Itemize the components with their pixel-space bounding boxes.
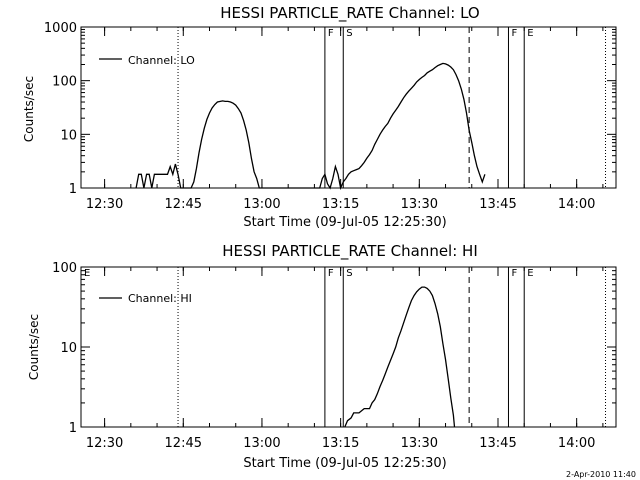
y-tick-label: 1 xyxy=(69,182,77,197)
y-tick-label: 100 xyxy=(52,261,77,276)
y-tick-label: 10 xyxy=(60,341,77,356)
x-tick-label: 12:45 xyxy=(165,197,202,212)
plot-title: HESSI PARTICLE_RATE Channel: HI xyxy=(222,242,478,261)
plot-frame xyxy=(80,266,617,428)
event-marker-label: S xyxy=(346,268,352,279)
y-axis-label: Counts/sec xyxy=(27,314,41,380)
x-tick-label: 12:30 xyxy=(86,436,123,451)
legend-label: Channel: LO xyxy=(128,54,195,67)
x-tick-label: 14:00 xyxy=(558,436,595,451)
event-marker-label: S xyxy=(346,28,352,39)
x-tick-label: 13:45 xyxy=(479,436,516,451)
event-marker-label: F xyxy=(328,28,334,39)
x-tick-label: 12:45 xyxy=(165,436,202,451)
plot-lo-panel: HESSI PARTICLE_RATE Channel: LO Start Ti… xyxy=(22,4,617,230)
legend-label: Channel: HI xyxy=(128,292,192,305)
x-tick-label: 13:15 xyxy=(322,197,359,212)
y-axis-label: Counts/sec xyxy=(22,76,36,142)
series-line xyxy=(135,62,486,191)
y-tick-label: 1000 xyxy=(44,21,77,36)
y-tick-label: 10 xyxy=(60,128,77,143)
x-axis-label: Start Time (09-Jul-05 12:25:30) xyxy=(243,215,446,230)
event-marker-label: F xyxy=(328,268,334,279)
date-stamp: 2-Apr-2010 11:40 xyxy=(566,470,636,479)
event-marker-label: E xyxy=(84,268,90,279)
x-tick-label: 14:00 xyxy=(558,197,595,212)
x-tick-label: 12:30 xyxy=(86,197,123,212)
y-tick-label: 100 xyxy=(52,75,77,90)
event-marker-label: F xyxy=(511,28,517,39)
event-marker-label: E xyxy=(527,268,533,279)
series-line xyxy=(344,286,456,428)
plot-frame xyxy=(80,26,617,189)
plot-hi-panel: HESSI PARTICLE_RATE Channel: HI Start Ti… xyxy=(27,242,617,471)
x-tick-label: 13:30 xyxy=(401,436,438,451)
event-marker-label: E xyxy=(527,28,533,39)
x-tick-label: 13:15 xyxy=(322,436,359,451)
y-tick-label: 1 xyxy=(69,421,77,436)
x-tick-label: 13:00 xyxy=(243,436,280,451)
x-axis-label: Start Time (09-Jul-05 12:25:30) xyxy=(243,456,446,471)
x-tick-label: 13:00 xyxy=(243,197,280,212)
plot-title: HESSI PARTICLE_RATE Channel: LO xyxy=(220,4,479,23)
x-tick-label: 13:30 xyxy=(401,197,438,212)
x-tick-label: 13:45 xyxy=(479,197,516,212)
event-marker-label: F xyxy=(511,268,517,279)
